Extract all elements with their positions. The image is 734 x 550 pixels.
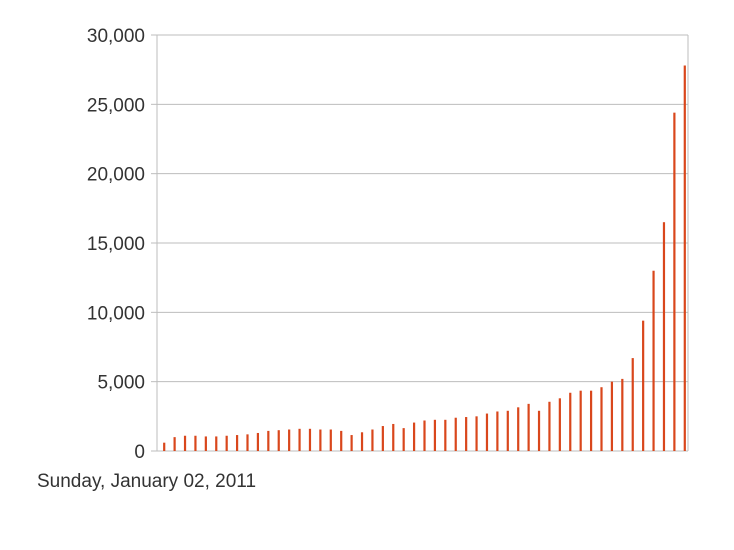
- bar: [183, 435, 187, 451]
- bar: [194, 435, 197, 451]
- bar: [163, 442, 166, 451]
- bar: [381, 426, 384, 451]
- bar: [215, 436, 218, 451]
- bar: [569, 392, 572, 451]
- bar: [517, 407, 520, 451]
- bar: [558, 398, 561, 451]
- bar: [673, 112, 676, 452]
- bar: [225, 435, 228, 451]
- y-tick-label: 20,000: [87, 165, 145, 186]
- bar: [412, 422, 416, 451]
- y-tick-label: 5,000: [97, 373, 145, 394]
- bar: [652, 270, 655, 451]
- bar: [548, 401, 551, 451]
- bar: [173, 437, 176, 451]
- bar: [340, 430, 343, 451]
- bar: [360, 432, 364, 451]
- bar: [277, 430, 280, 451]
- bar: [642, 320, 645, 451]
- bar: [392, 423, 395, 451]
- bar: [475, 416, 478, 451]
- y-tick-label: 15,000: [87, 234, 145, 255]
- y-tick-label: 10,000: [87, 303, 145, 324]
- gridlines: [157, 34, 688, 383]
- y-tick-label: 25,000: [87, 95, 145, 116]
- x-tick-label: Sunday, January 02, 2011: [37, 471, 256, 492]
- bar: [267, 430, 270, 451]
- bar: [579, 390, 582, 451]
- bar: [235, 435, 239, 451]
- bar: [621, 378, 624, 451]
- bar: [610, 381, 614, 451]
- y-tick-label: 30,000: [87, 26, 145, 47]
- bar: [465, 417, 468, 451]
- bar: [506, 410, 509, 451]
- bar: [485, 413, 489, 451]
- bar: [204, 436, 207, 451]
- bar: [527, 403, 530, 451]
- bar: [288, 429, 291, 451]
- bar: [298, 428, 301, 451]
- bar: [600, 387, 603, 451]
- bar: [496, 411, 499, 451]
- bar: [433, 419, 437, 451]
- axes: [151, 34, 689, 452]
- bar: [256, 432, 260, 451]
- bar: [350, 435, 353, 451]
- bar: [662, 222, 666, 451]
- bar: [589, 390, 593, 451]
- bar: [537, 410, 541, 451]
- bar: [319, 429, 322, 451]
- bar: [329, 429, 332, 451]
- y-tick-label: 0: [134, 442, 145, 463]
- tick-labels: 0 5,000 10,000 15,000 20,000 25,000 30,000 Sund…: [37, 26, 256, 492]
- bar: [402, 428, 405, 451]
- bar: [308, 428, 312, 451]
- bar: [423, 420, 426, 451]
- bar: [444, 419, 447, 451]
- bar: [371, 429, 374, 451]
- bar: [683, 65, 686, 452]
- bar: [631, 358, 634, 451]
- bars: [163, 65, 686, 452]
- bar: [246, 434, 249, 451]
- bar: [454, 417, 457, 451]
